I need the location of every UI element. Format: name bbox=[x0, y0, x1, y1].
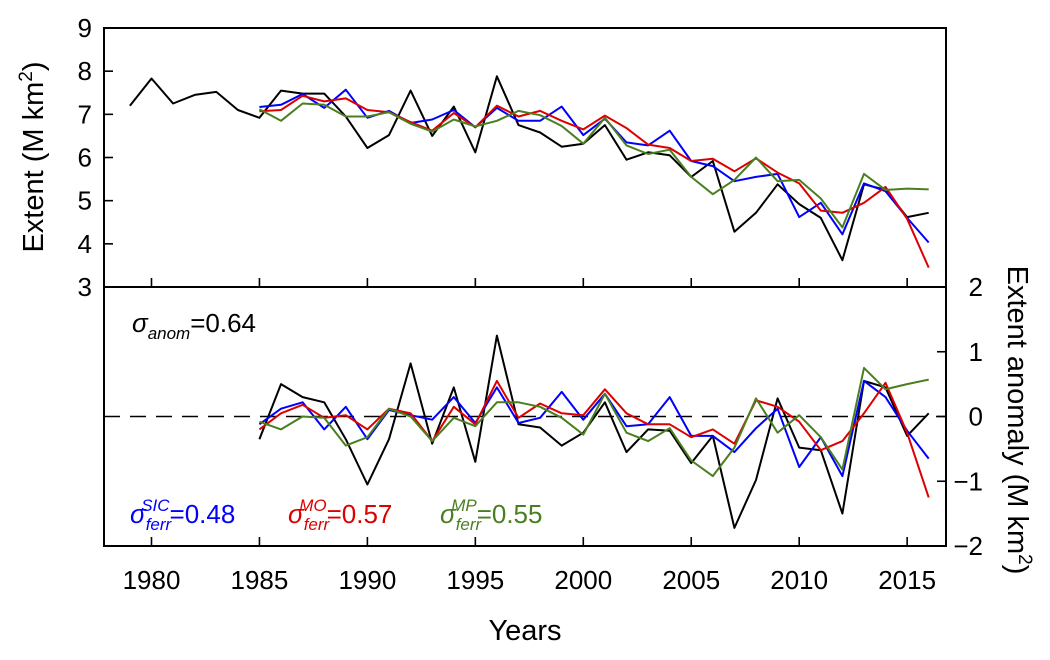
y-tick-label: −1 bbox=[953, 466, 983, 496]
x-tick-label: 1995 bbox=[446, 565, 504, 595]
y-tick-label: 9 bbox=[78, 13, 92, 43]
sigma-annotation: σferrMO=0.57 bbox=[288, 496, 392, 534]
y-tick-label: 6 bbox=[78, 143, 92, 173]
bottom-series bbox=[258, 334, 930, 529]
bottom-y-axis-title: Extent anomaly (M km2) bbox=[1001, 266, 1035, 575]
x-tick-label: 1980 bbox=[123, 565, 181, 595]
bottom-panel: −2 −1 0 1 2 1980 1985 1990 1995 2000 2005 2010 2015… bbox=[103, 266, 1035, 647]
y-tick-label: 3 bbox=[78, 272, 92, 302]
sigma-annotation: σanom=0.64 bbox=[132, 308, 256, 343]
x-tick-label: 1985 bbox=[231, 565, 289, 595]
series-line-2 bbox=[259, 94, 930, 269]
bottom-y-ticks: −2 −1 0 1 2 bbox=[937, 272, 983, 561]
x-tick-label: 2010 bbox=[770, 565, 828, 595]
y-tick-label: 1 bbox=[969, 337, 983, 367]
y-tick-label: 4 bbox=[78, 229, 92, 259]
series-line-3 bbox=[259, 366, 929, 478]
top-panel-frame bbox=[103, 27, 947, 288]
series-line-0 bbox=[258, 334, 930, 529]
x-ticks: 1980 1985 1990 1995 2000 2005 2010 2015 bbox=[123, 278, 936, 595]
top-y-axis-title: Extent (M km2) bbox=[16, 61, 50, 252]
sigma-annotations: σanom=0.64 σferrSIC=0.48 σferrMO=0.57 σferr… bbox=[130, 308, 542, 534]
series-line-1 bbox=[259, 88, 930, 244]
top-panel: 3 4 5 6 7 8 9 Extent (M km2) bbox=[16, 13, 947, 302]
x-axis-title: Years bbox=[488, 615, 561, 647]
x-tick-label: 2000 bbox=[554, 565, 612, 595]
top-y-ticks: 3 4 5 6 7 8 9 bbox=[78, 13, 113, 302]
y-tick-label: 2 bbox=[969, 272, 983, 302]
series-line-1 bbox=[258, 379, 930, 478]
top-series bbox=[129, 75, 930, 269]
series-line-2 bbox=[258, 379, 930, 498]
x-tick-label: 1990 bbox=[338, 565, 396, 595]
x-tick-label: 2015 bbox=[878, 565, 936, 595]
series-line-3 bbox=[258, 102, 929, 229]
y-tick-label: 0 bbox=[969, 402, 983, 432]
y-tick-label: 5 bbox=[78, 186, 92, 216]
series-line-0 bbox=[129, 75, 929, 262]
y-tick-label: −2 bbox=[953, 531, 983, 561]
x-tick-label: 2005 bbox=[662, 565, 720, 595]
sigma-annotation: σferrMP=0.55 bbox=[440, 496, 542, 534]
y-tick-label: 7 bbox=[78, 99, 92, 129]
y-tick-label: 8 bbox=[78, 56, 92, 86]
sigma-annotation: σferrSIC=0.48 bbox=[130, 496, 235, 534]
